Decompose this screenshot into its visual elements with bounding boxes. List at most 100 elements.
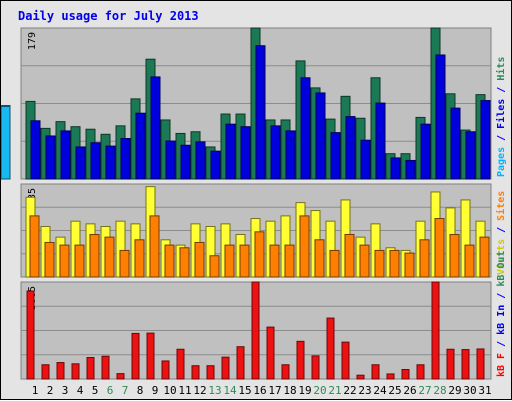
bar-sites-day-25 xyxy=(389,249,400,278)
chart-title: Daily usage for July 2013 xyxy=(18,9,199,23)
bar-kb-f-day-9 xyxy=(146,332,155,380)
bar-sites-day-14 xyxy=(224,244,235,278)
panel-1-legend-label: Pages / Files / Hits xyxy=(495,57,507,177)
bar-files-day-28 xyxy=(435,54,446,180)
legend-label-part: kB F xyxy=(496,353,507,377)
x-tick-label-day-8: 8 xyxy=(137,384,144,397)
x-tick-label-day-14: 14 xyxy=(223,384,237,397)
x-tick-label-day-12: 12 xyxy=(193,384,206,397)
bar-files-day-23 xyxy=(360,139,371,180)
x-tick-label-day-21: 21 xyxy=(328,384,341,397)
bar-kb-f-day-2 xyxy=(41,364,50,380)
bar-files-day-25 xyxy=(390,157,401,180)
bar-files-day-18 xyxy=(285,130,296,180)
bar-kb-f-day-18 xyxy=(281,364,290,380)
bar-kb-f-day-16 xyxy=(251,281,260,380)
x-tick-label-day-24: 24 xyxy=(373,384,387,397)
bar-kb-f-day-1 xyxy=(26,290,35,380)
bar-kb-f-day-12 xyxy=(191,365,200,380)
x-tick-label-day-6: 6 xyxy=(107,384,114,397)
bar-kb-f-day-25 xyxy=(386,373,395,380)
x-tick-label-day-25: 25 xyxy=(388,384,401,397)
bar-files-day-12 xyxy=(195,141,206,180)
bar-kb-f-day-29 xyxy=(446,348,455,380)
bar-files-day-21 xyxy=(330,132,341,180)
bar-kb-f-day-11 xyxy=(176,348,185,380)
bar-files-day-7 xyxy=(120,138,131,180)
bar-sites-day-8 xyxy=(134,239,145,278)
bar-kb-f-day-7 xyxy=(116,373,125,380)
x-tick-label-day-11: 11 xyxy=(178,384,191,397)
legend-label-part: / xyxy=(496,129,507,147)
legend-label-part: / xyxy=(496,335,507,353)
bar-files-day-31 xyxy=(480,100,491,180)
bar-sites-day-11 xyxy=(179,247,190,278)
x-tick-label-day-27: 27 xyxy=(418,384,431,397)
bar-files-day-15 xyxy=(240,126,251,180)
bar-sites-day-29 xyxy=(449,233,460,278)
bar-sites-day-5 xyxy=(89,233,100,278)
bar-files-day-19 xyxy=(300,77,311,180)
bar-kb-f-day-22 xyxy=(341,341,350,380)
bar-sites-day-7 xyxy=(119,249,130,278)
bar-sites-day-10 xyxy=(164,244,175,278)
bar-kb-f-day-30 xyxy=(461,349,470,380)
x-tick-label-day-10: 10 xyxy=(163,384,176,397)
legend-label-part: kB In xyxy=(496,305,507,335)
bar-files-day-8 xyxy=(135,112,146,180)
bar-sites-day-20 xyxy=(314,239,325,278)
bar-sites-day-31 xyxy=(479,236,490,278)
bar-kb-f-day-10 xyxy=(161,360,170,380)
x-tick-label-day-20: 20 xyxy=(313,384,326,397)
bar-kb-f-day-3 xyxy=(56,362,65,380)
bar-sites-day-13 xyxy=(209,255,220,278)
bar-sites-day-1 xyxy=(29,215,40,278)
bar-sites-day-4 xyxy=(74,244,85,278)
panel-1-max-label: 179 xyxy=(27,32,38,50)
bar-files-day-22 xyxy=(345,116,356,180)
x-tick-label-day-9: 9 xyxy=(152,384,159,397)
bar-files-day-13 xyxy=(210,150,221,180)
bar-kb-f-day-27 xyxy=(416,364,425,380)
bar-kb-f-day-8 xyxy=(131,332,140,380)
x-tick-label-day-17: 17 xyxy=(268,384,281,397)
legend-label-part: / xyxy=(496,221,507,239)
x-tick-label-day-7: 7 xyxy=(122,384,129,397)
x-tick-label-day-23: 23 xyxy=(358,384,371,397)
bar-sites-day-23 xyxy=(359,244,370,278)
bar-sites-day-19 xyxy=(299,215,310,278)
bar-kb-f-day-6 xyxy=(101,355,110,380)
bar-files-day-29 xyxy=(450,107,461,180)
legend-label-part: / xyxy=(496,287,507,305)
panel-2-max-label: 35 xyxy=(27,188,38,200)
legend-label-part: Pages xyxy=(496,147,507,177)
x-tick-label-day-29: 29 xyxy=(448,384,461,397)
bar-files-day-11 xyxy=(180,144,191,180)
bar-sites-day-3 xyxy=(59,244,70,278)
bar-files-day-17 xyxy=(270,125,281,180)
bar-kb-f-day-21 xyxy=(326,317,335,380)
bar-pages-day-31 xyxy=(1,105,11,180)
legend-label-part: / xyxy=(496,81,507,99)
panel-2-legend-label: Visits / Sites xyxy=(495,191,507,275)
x-tick-label-day-15: 15 xyxy=(238,384,251,397)
bar-files-day-3 xyxy=(60,130,71,180)
bar-files-day-10 xyxy=(165,140,176,180)
bar-sites-day-15 xyxy=(239,244,250,278)
bar-kb-f-day-13 xyxy=(206,365,215,380)
bar-sites-day-18 xyxy=(284,244,295,278)
bar-files-day-26 xyxy=(405,159,416,180)
x-tick-label-day-19: 19 xyxy=(298,384,311,397)
x-tick-label-day-22: 22 xyxy=(343,384,356,397)
bar-kb-f-day-17 xyxy=(266,326,275,380)
bar-sites-day-21 xyxy=(329,249,340,278)
x-tick-label-day-26: 26 xyxy=(403,384,416,397)
x-tick-label-day-30: 30 xyxy=(463,384,476,397)
x-tick-label-day-16: 16 xyxy=(253,384,266,397)
x-tick-label-day-3: 3 xyxy=(62,384,69,397)
bar-kb-f-day-20 xyxy=(311,355,320,380)
x-tick-label-day-31: 31 xyxy=(478,384,491,397)
bar-kb-f-day-24 xyxy=(371,364,380,380)
